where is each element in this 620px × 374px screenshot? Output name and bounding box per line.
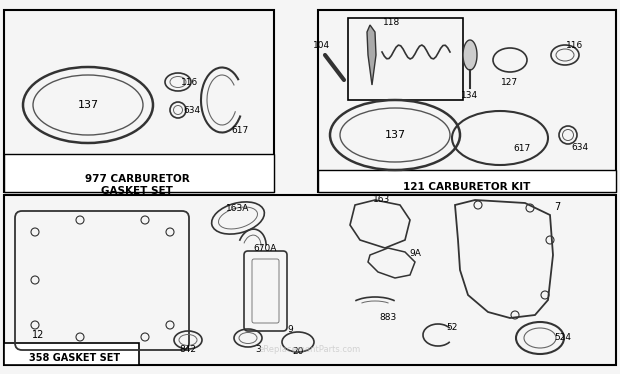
Text: 12: 12 [32, 330, 44, 340]
Bar [4, 154, 274, 192]
Text: 116: 116 [182, 77, 198, 86]
Bar [318, 10, 616, 192]
Text: 634: 634 [184, 105, 200, 114]
Bar [4, 195, 616, 365]
Text: 137: 137 [78, 100, 99, 110]
Text: 116: 116 [567, 40, 583, 49]
Text: 9A: 9A [409, 248, 421, 258]
Bar [4, 10, 274, 192]
Text: eReplacementParts.com: eReplacementParts.com [259, 346, 361, 355]
Text: 842: 842 [180, 346, 197, 355]
Text: 118: 118 [383, 18, 401, 27]
Text: 524: 524 [554, 334, 572, 343]
Text: 883: 883 [379, 313, 397, 322]
Text: 163A: 163A [226, 203, 250, 212]
Bar [348, 18, 463, 100]
Text: 20: 20 [292, 347, 304, 356]
Text: 134: 134 [461, 91, 479, 99]
Text: 9: 9 [287, 325, 293, 334]
Text: 3: 3 [255, 344, 261, 353]
Polygon shape [367, 25, 376, 85]
Polygon shape [463, 40, 477, 70]
Text: 670A: 670A [254, 243, 277, 252]
Text: 104: 104 [314, 40, 330, 49]
Text: 634: 634 [572, 142, 588, 151]
Bar [4, 343, 139, 365]
Text: 163: 163 [373, 194, 391, 203]
Text: 127: 127 [502, 77, 518, 86]
Text: 137: 137 [384, 130, 405, 140]
Text: 52: 52 [446, 324, 458, 332]
Text: 617: 617 [231, 126, 249, 135]
Text: 121 CARBURETOR KIT: 121 CARBURETOR KIT [404, 182, 531, 192]
Text: 358 GASKET SET: 358 GASKET SET [29, 353, 120, 363]
Text: 7: 7 [554, 202, 560, 212]
Text: 617: 617 [513, 144, 531, 153]
Bar [318, 170, 616, 192]
Text: 977 CARBURETOR
GASKET SET: 977 CARBURETOR GASKET SET [84, 174, 189, 196]
